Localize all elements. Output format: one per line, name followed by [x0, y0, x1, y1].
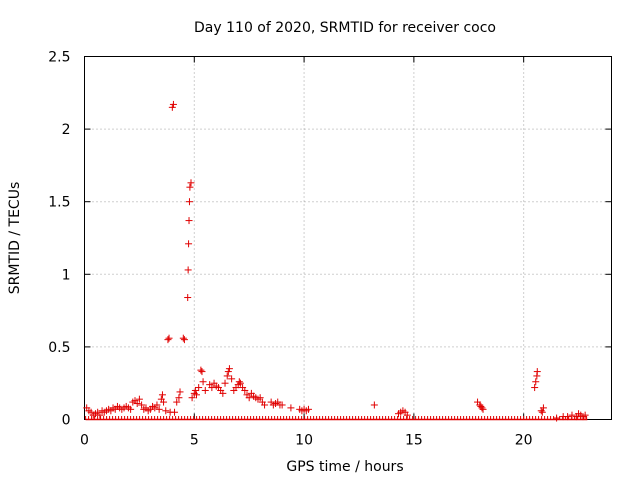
- data-point: [138, 401, 146, 409]
- y-axis-label: SRMTID / TECUs: [7, 182, 23, 295]
- data-point: [370, 401, 378, 409]
- data-point: [197, 366, 205, 374]
- data-point: [538, 408, 546, 416]
- data-point: [180, 336, 188, 344]
- data-point: [176, 388, 184, 396]
- data-point: [185, 217, 193, 225]
- data-point: [564, 413, 572, 421]
- point-layer: [83, 100, 589, 422]
- data-point: [171, 408, 179, 416]
- data-point: [192, 391, 200, 399]
- y-tick-label: 1: [62, 267, 71, 283]
- data-point: [235, 378, 243, 386]
- data-point: [160, 398, 168, 406]
- data-point: [236, 379, 244, 387]
- data-point: [245, 394, 253, 402]
- data-point: [261, 401, 269, 409]
- data-point: [179, 334, 187, 342]
- data-point: [184, 266, 192, 274]
- data-point: [403, 411, 411, 419]
- data-point: [225, 365, 233, 373]
- x-tick-label: 5: [190, 433, 199, 449]
- data-point: [208, 384, 216, 392]
- data-point: [153, 401, 161, 409]
- data-point: [224, 368, 232, 376]
- data-point: [287, 404, 295, 412]
- data-point: [155, 405, 163, 413]
- data-point: [533, 368, 541, 376]
- x-tick-label: 15: [405, 433, 423, 449]
- tick-layer: 0 5 10 15 20 0 0.5 1 1.5 2 2.5: [48, 50, 612, 449]
- data-point: [201, 386, 209, 394]
- plot-frame: [84, 56, 612, 420]
- data-point: [135, 395, 143, 403]
- y-tick-label: 2: [62, 122, 71, 138]
- data-point: [539, 404, 547, 412]
- data-point: [241, 386, 249, 394]
- data-point: [187, 179, 195, 187]
- data-point: [531, 384, 539, 392]
- y-tick-label: 2.5: [48, 50, 70, 66]
- data-point: [532, 378, 540, 386]
- data-point: [304, 405, 312, 413]
- x-axis-label: GPS time / hours: [286, 459, 403, 475]
- data-point: [175, 394, 183, 402]
- data-point: [184, 294, 192, 302]
- data-point: [169, 100, 177, 108]
- data-point: [278, 401, 286, 409]
- x-tick-label: 0: [80, 433, 89, 449]
- grid-layer: [84, 56, 612, 420]
- data-point: [188, 394, 196, 402]
- data-point: [199, 378, 207, 386]
- zero-band-layer: [85, 416, 588, 421]
- data-point: [195, 384, 203, 392]
- data-point: [162, 407, 170, 415]
- data-point: [219, 389, 227, 397]
- data-point: [221, 379, 229, 387]
- data-point: [186, 183, 194, 191]
- data-point: [164, 336, 172, 344]
- data-point: [198, 368, 206, 376]
- data-point: [256, 394, 264, 402]
- data-point: [479, 405, 487, 413]
- data-point: [553, 414, 561, 422]
- data-point: [158, 391, 166, 399]
- data-point: [133, 400, 141, 408]
- data-point: [478, 404, 486, 412]
- x-tick-label: 20: [515, 433, 533, 449]
- data-point: [96, 411, 104, 419]
- x-tick-label: 10: [295, 433, 313, 449]
- y-tick-label: 0: [62, 413, 71, 429]
- data-point: [185, 240, 193, 248]
- y-tick-label: 1.5: [48, 195, 70, 211]
- data-point: [127, 405, 135, 413]
- data-point: [228, 375, 236, 383]
- data-point: [223, 372, 231, 380]
- data-point: [581, 411, 589, 419]
- data-point: [173, 398, 181, 406]
- data-point: [168, 103, 176, 111]
- data-point: [191, 386, 199, 394]
- data-point: [185, 198, 193, 206]
- data-point: [165, 334, 173, 342]
- data-point: [568, 411, 576, 419]
- chart-title: Day 110 of 2020, SRMTID for receiver coc…: [194, 20, 496, 36]
- y-tick-label: 0.5: [48, 340, 70, 356]
